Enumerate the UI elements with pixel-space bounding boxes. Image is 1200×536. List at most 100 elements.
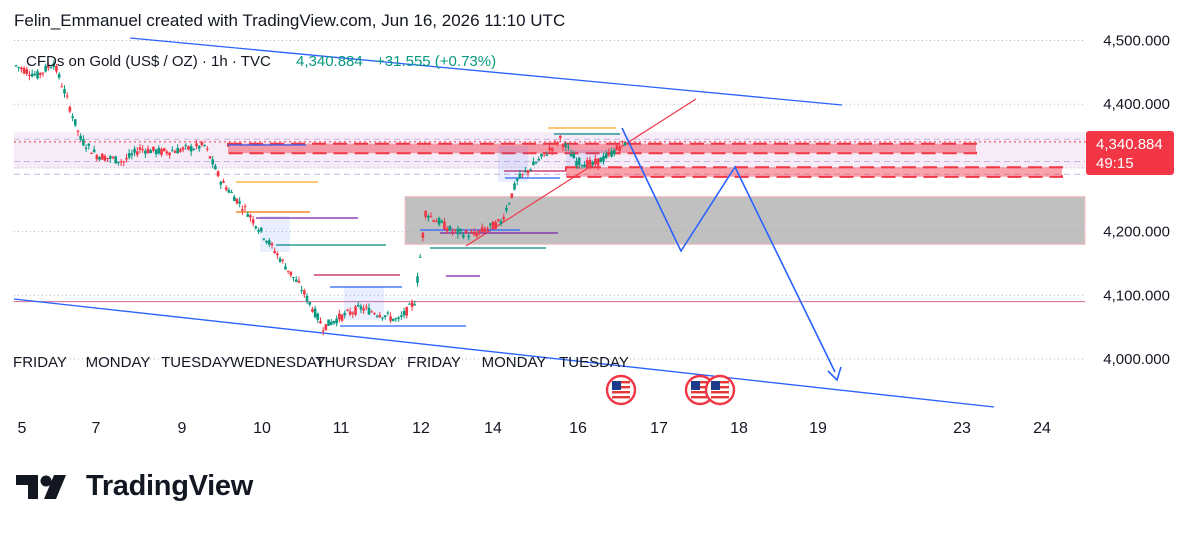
candle-body-183 bbox=[507, 203, 511, 205]
candle-body-213 bbox=[588, 159, 592, 166]
candle-body-164 bbox=[456, 228, 460, 235]
candle-body-12 bbox=[47, 66, 50, 68]
candle-body-171 bbox=[475, 232, 479, 237]
candle-body-94 bbox=[268, 240, 271, 245]
candle-body-99 bbox=[281, 259, 285, 261]
candle-body-98 bbox=[278, 258, 282, 262]
candle-body-54 bbox=[160, 149, 163, 155]
candle-body-155 bbox=[432, 220, 435, 222]
candle-body-120 bbox=[338, 313, 341, 320]
candle-body-111 bbox=[313, 308, 317, 318]
candle-body-160 bbox=[445, 228, 449, 232]
candle-body-123 bbox=[346, 309, 349, 311]
candle-body-181 bbox=[502, 217, 506, 220]
candle-body-50 bbox=[149, 150, 153, 154]
tradingview-brand[interactable]: TradingView bbox=[16, 470, 253, 503]
y-tick-label-2: 4,200.000 bbox=[1103, 224, 1170, 241]
candle-body-62 bbox=[181, 147, 185, 150]
projection-arrowhead bbox=[827, 366, 842, 382]
candle-body-189 bbox=[523, 171, 527, 173]
candle-body-102 bbox=[289, 271, 293, 276]
candle-body-90 bbox=[257, 229, 260, 232]
candle-body-71 bbox=[206, 148, 209, 150]
candle-body-37 bbox=[114, 156, 118, 164]
candle-body-17 bbox=[60, 86, 64, 88]
flag-canton-2 bbox=[711, 381, 720, 390]
zone-demand bbox=[404, 196, 1086, 245]
candle-body-161 bbox=[448, 225, 452, 231]
candle-body-7 bbox=[33, 73, 37, 76]
layer-axis: 4,000.000 4,100.000 4,200.000 4,400.000 4,50… bbox=[13, 33, 1170, 438]
candle-body-188 bbox=[521, 173, 524, 175]
candle-body-91 bbox=[259, 227, 263, 232]
candle-body-42 bbox=[127, 153, 131, 158]
x-day-label-2: TUESDAY bbox=[161, 354, 231, 371]
candle-body-210 bbox=[580, 165, 584, 167]
candle-body-125 bbox=[351, 312, 355, 314]
candle-body-79 bbox=[227, 189, 231, 193]
legend-price: 4,340.884 bbox=[296, 53, 363, 70]
x-date-label-8: 17 bbox=[650, 420, 668, 437]
candle-body-31 bbox=[98, 157, 101, 160]
x-date-label-1: 7 bbox=[92, 420, 101, 437]
candle-body-198 bbox=[548, 147, 551, 150]
candle-body-48 bbox=[144, 150, 147, 154]
candle-body-108 bbox=[305, 295, 309, 302]
candle-body-127 bbox=[356, 304, 360, 307]
candle-body-173 bbox=[480, 227, 484, 232]
flag-canton-1 bbox=[691, 381, 700, 390]
candle-body-205 bbox=[567, 146, 570, 148]
candle-body-55 bbox=[162, 148, 166, 152]
candle-body-86 bbox=[246, 214, 250, 217]
candle-body-72 bbox=[208, 156, 212, 159]
candle-body-170 bbox=[472, 231, 476, 235]
candle-body-21 bbox=[71, 116, 74, 118]
candle-body-107 bbox=[303, 290, 306, 295]
candle-body-18 bbox=[63, 89, 66, 94]
candle-body-174 bbox=[483, 228, 487, 232]
candle-body-52 bbox=[154, 149, 158, 154]
x-date-label-12: 24 bbox=[1033, 420, 1051, 437]
candle-body-58 bbox=[170, 150, 174, 152]
last-price-label[interactable]: 4,340.884 49:15 bbox=[1086, 131, 1174, 175]
candle-body-178 bbox=[494, 221, 497, 229]
candle-body-194 bbox=[537, 158, 541, 161]
candle-body-177 bbox=[491, 221, 495, 229]
candle-body-49 bbox=[146, 148, 150, 154]
candle-body-26 bbox=[84, 147, 88, 149]
candle-body-81 bbox=[232, 196, 236, 202]
candle-body-138 bbox=[386, 312, 390, 314]
candle-body-218 bbox=[602, 155, 605, 162]
candle-body-10 bbox=[41, 72, 45, 74]
candle-body-30 bbox=[95, 155, 99, 160]
candle-body-65 bbox=[189, 146, 193, 152]
us-flag-event-icon[interactable] bbox=[605, 374, 637, 406]
candle-body-179 bbox=[497, 219, 500, 222]
candle-body-136 bbox=[381, 317, 384, 319]
candle-body-60 bbox=[176, 148, 179, 154]
legend: CFDs on Gold (US$ / OZ) · 1h · TVC 4,340… bbox=[26, 53, 496, 70]
trendline-upper bbox=[129, 37, 843, 106]
candle-body-163 bbox=[453, 229, 457, 231]
candle-body-216 bbox=[596, 158, 600, 166]
candle-body-141 bbox=[394, 318, 398, 320]
candle-body-154 bbox=[429, 215, 433, 217]
us-flag-event-icon[interactable] bbox=[704, 374, 736, 406]
candle-body-143 bbox=[400, 315, 403, 317]
candle-body-142 bbox=[397, 317, 400, 319]
zone-upper-supply bbox=[227, 142, 977, 155]
candle-body-59 bbox=[173, 151, 177, 153]
candle-body-203 bbox=[561, 144, 565, 148]
flag-stripe-1-2 bbox=[691, 391, 709, 394]
candle-body-185 bbox=[513, 183, 516, 190]
candle-body-199 bbox=[550, 147, 554, 152]
candle-body-131 bbox=[367, 307, 371, 315]
candle-body-133 bbox=[373, 313, 376, 315]
x-day-label-7: TUESDAY bbox=[559, 354, 629, 371]
candle-body-176 bbox=[488, 223, 492, 226]
candle-body-27 bbox=[87, 143, 91, 146]
candle-body-40 bbox=[122, 161, 126, 163]
candle-body-184 bbox=[510, 193, 514, 198]
